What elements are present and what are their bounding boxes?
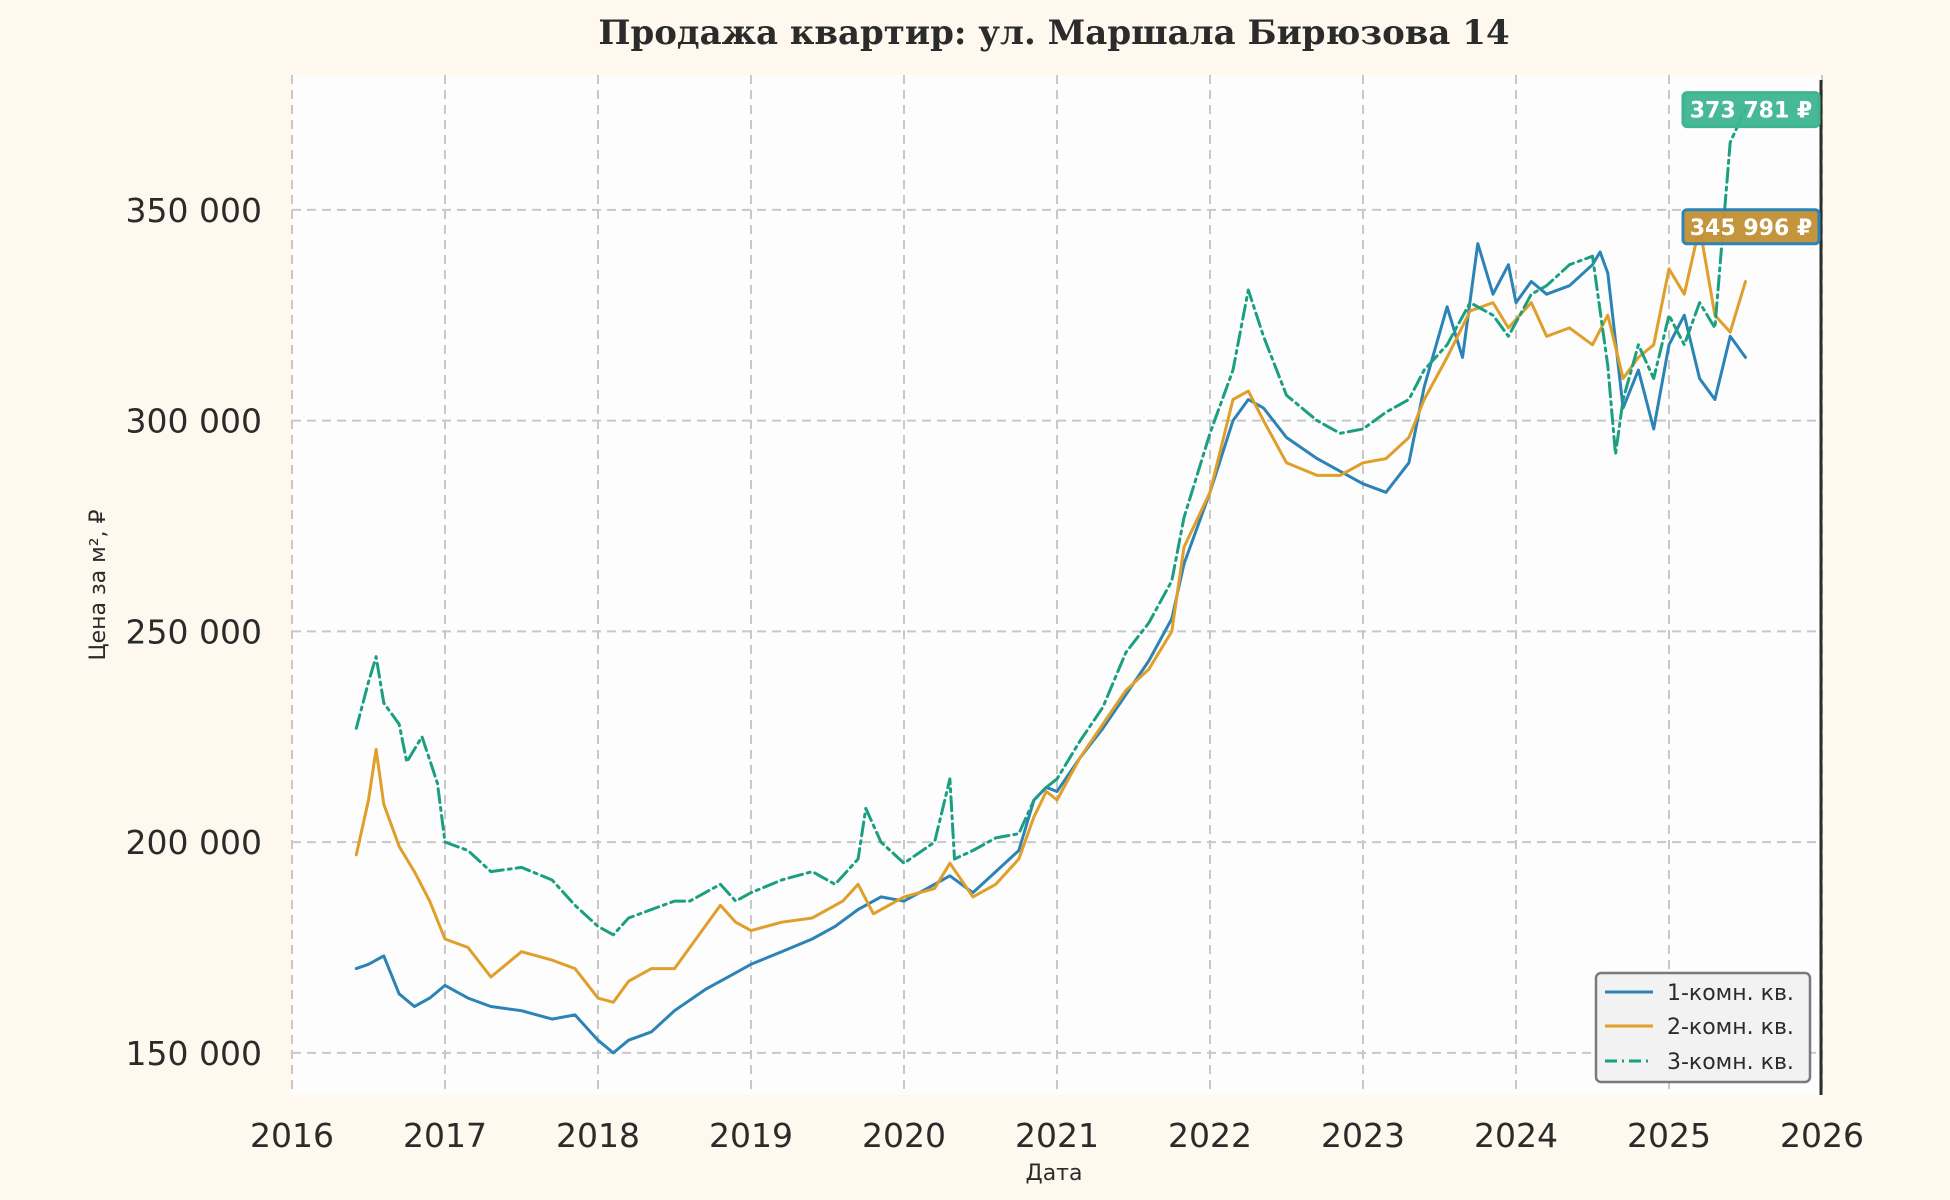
x-tick-label: 2019 <box>709 1116 793 1155</box>
y-axis-label: Цена за м², ₽ <box>86 509 111 660</box>
x-tick-label: 2024 <box>1474 1116 1558 1155</box>
series-line-2 <box>354 225 1747 1004</box>
x-tick-label: 2022 <box>1168 1116 1252 1155</box>
y-tick-label: 350 000 <box>126 191 262 230</box>
value-badges: 373 781 ₽ 345 996 ₽ <box>1681 91 1821 246</box>
x-tick-label: 2021 <box>1015 1116 1099 1155</box>
series-line-3 <box>354 107 1747 937</box>
legend-label-3: 3-комн. кв. <box>1667 1050 1794 1075</box>
legend-label-1: 1-комн. кв. <box>1667 981 1794 1006</box>
x-tick-label: 2020 <box>862 1116 946 1155</box>
y-tick-label: 300 000 <box>126 402 262 441</box>
y-tick-label: 200 000 <box>126 823 262 862</box>
legend-box <box>1594 971 1812 1084</box>
x-tick-label: 2026 <box>1780 1116 1864 1155</box>
y-tick-label: 250 000 <box>126 612 262 651</box>
series-line-1 <box>354 242 1747 1055</box>
legend-label-2: 2-комн. кв. <box>1667 1015 1794 1040</box>
series-lines <box>354 107 1747 1055</box>
value-badge-1 <box>1681 91 1821 129</box>
x-axis-label: Дата <box>1026 1161 1083 1186</box>
value-badge-text: 373 781 ₽ <box>1690 99 1812 124</box>
x-tick-label: 2025 <box>1627 1116 1711 1155</box>
x-tick-label: 2016 <box>250 1116 334 1155</box>
x-axis-ticks: 2016 2017 2018 2019 2020 2021 2022 2023 2024 2025… <box>250 1116 1864 1155</box>
x-tick-label: 2017 <box>403 1116 487 1155</box>
x-tick-label: 2018 <box>556 1116 640 1155</box>
y-tick-label: 150 000 <box>126 1034 262 1073</box>
x-tick-label: 2023 <box>1321 1116 1405 1155</box>
y-axis-ticks: 150 000 200 000 250 000 300 000 350 000 <box>126 191 262 1073</box>
legend: 1-комн. кв. 2-комн. кв. 3-комн. кв. <box>1594 971 1812 1084</box>
value-badge-2 <box>1681 208 1821 246</box>
value-badge-text: 345 996 ₽ <box>1690 216 1812 241</box>
chart-title: Продажа квартир: ул. Маршала Бирюзова 14 <box>598 13 1509 53</box>
